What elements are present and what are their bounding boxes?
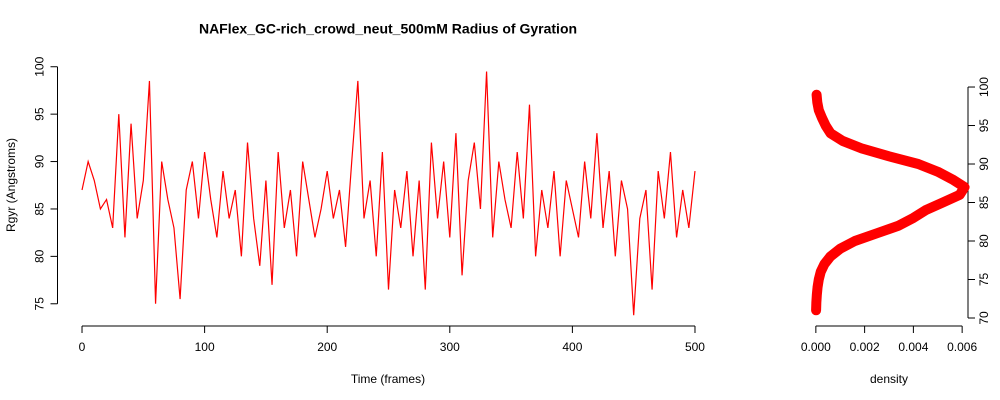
x-tick-label: 200 — [317, 340, 337, 354]
y-tick-label: 80 — [977, 234, 991, 248]
x-tick-label: 500 — [685, 340, 705, 354]
x-axis-title: density — [870, 372, 908, 386]
y-tick-label: 90 — [977, 157, 991, 171]
x-axis-title: Time (frames) — [351, 372, 425, 386]
x-tick-label: 0.002 — [850, 340, 880, 354]
y-tick-label: 85 — [977, 196, 991, 210]
x-tick-label: 100 — [195, 340, 215, 354]
y-tick-label: 90 — [33, 155, 47, 169]
y-tick-label: 95 — [977, 119, 991, 133]
y-tick-label: 70 — [977, 311, 991, 325]
x-tick-label: 0 — [79, 340, 86, 354]
y-tick-label: 80 — [33, 249, 47, 263]
density-curve — [811, 89, 970, 316]
x-tick-label: 0.006 — [947, 340, 977, 354]
chart-title: NAFlex_GC-rich_crowd_neut_500mM Radius o… — [199, 21, 577, 37]
x-tick-label: 0.004 — [898, 340, 928, 354]
y-tick-label: 75 — [977, 273, 991, 287]
data-line — [81, 71, 696, 316]
y-tick-label: 95 — [33, 107, 47, 121]
y-tick-label: 75 — [33, 297, 47, 311]
y-tick-label: 100 — [33, 56, 47, 76]
x-tick-label: 400 — [562, 340, 582, 354]
y-tick-label: 85 — [33, 202, 47, 216]
y-axis-title: Rgyr (Angstroms) — [4, 138, 18, 232]
y-tick-label: 100 — [977, 77, 991, 97]
x-tick-label: 300 — [440, 340, 460, 354]
x-tick-label: 0.000 — [801, 340, 831, 354]
